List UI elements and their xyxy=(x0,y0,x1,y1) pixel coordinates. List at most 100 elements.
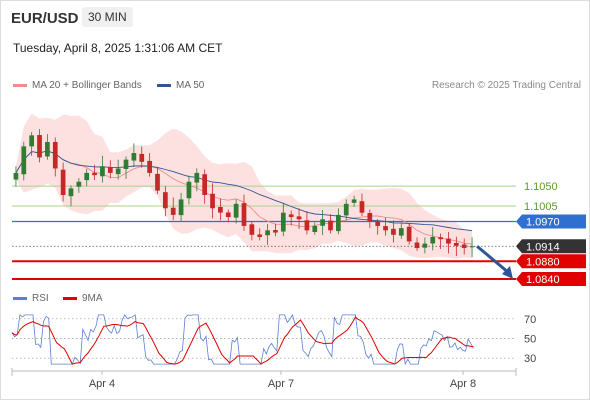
ma50-line xyxy=(15,150,473,232)
legend-ma50: MA 50 xyxy=(157,80,204,91)
candle xyxy=(304,211,310,235)
candle-body xyxy=(328,220,333,231)
candle-body xyxy=(296,216,302,220)
candle-body xyxy=(29,135,35,147)
candle xyxy=(100,155,105,183)
candle xyxy=(312,222,318,235)
candle xyxy=(296,208,302,229)
candle-body xyxy=(60,169,66,195)
pivot-tag xyxy=(516,214,586,229)
rsi-label: RSI xyxy=(32,293,49,304)
candle xyxy=(288,210,294,226)
candle-body xyxy=(469,246,475,248)
candle-body xyxy=(21,146,27,175)
candle-body xyxy=(453,242,459,246)
candle-body xyxy=(107,167,113,173)
candle-body xyxy=(438,237,443,240)
candle xyxy=(336,208,341,235)
candle xyxy=(123,156,129,180)
candle xyxy=(178,192,184,222)
candle xyxy=(241,194,247,231)
candle-body xyxy=(257,234,263,237)
forecast-arrow-shaft xyxy=(476,245,510,275)
candle xyxy=(186,175,192,205)
candle xyxy=(107,160,113,179)
candle-body xyxy=(265,230,270,236)
candle-body xyxy=(241,203,247,226)
candle xyxy=(194,168,200,192)
candle-body xyxy=(210,193,215,209)
candle xyxy=(170,197,176,221)
candle xyxy=(202,169,208,204)
candle xyxy=(367,209,373,228)
x-tick-label: Apr 4 xyxy=(89,378,115,390)
candle-body xyxy=(170,207,176,215)
candle xyxy=(398,222,404,239)
candle-body xyxy=(202,174,208,195)
candle xyxy=(422,237,428,254)
candle-body xyxy=(68,188,74,197)
candle xyxy=(328,213,333,234)
candle xyxy=(76,178,82,193)
candle xyxy=(37,129,42,163)
x-tick-label: Apr 8 xyxy=(450,378,476,390)
candle-body xyxy=(76,181,82,187)
candle-body xyxy=(343,203,349,216)
candle-body xyxy=(178,199,184,216)
candle xyxy=(265,224,270,245)
candle-body xyxy=(131,153,137,161)
candle xyxy=(147,153,152,177)
candle-body xyxy=(218,206,223,213)
candle-body xyxy=(115,168,121,175)
timeframe-badge[interactable]: 30 MIN xyxy=(82,7,133,27)
bollinger-swatch xyxy=(13,84,27,87)
resistance-1-label: 1.1005 xyxy=(524,201,558,213)
candle xyxy=(29,132,35,157)
rsi-ma-label: 9MA xyxy=(82,293,103,304)
candle-body xyxy=(37,135,42,158)
candle xyxy=(406,223,412,245)
candle xyxy=(351,195,357,207)
candle-body xyxy=(391,228,396,235)
price-levels-layer xyxy=(12,185,516,280)
bollinger-label: MA 20 + Bollinger Bands xyxy=(32,80,142,91)
forecast-arrow-layer xyxy=(476,245,513,279)
rsi-tick-label: 50 xyxy=(524,334,536,346)
ma50-swatch xyxy=(157,84,171,87)
candle xyxy=(233,199,239,224)
rsi-line xyxy=(11,313,474,366)
candle xyxy=(131,143,137,167)
candle-body xyxy=(233,203,239,218)
candle-body xyxy=(367,213,373,222)
candle-body xyxy=(92,172,97,176)
candle-body xyxy=(288,214,294,218)
legend-bollinger: MA 20 + Bollinger Bands xyxy=(13,80,142,91)
candle-body xyxy=(155,173,160,191)
rsi-panel: 70 50 30 xyxy=(11,313,536,366)
legend-rsi: RSI xyxy=(13,293,49,304)
candle xyxy=(453,236,459,257)
candle xyxy=(430,227,436,251)
rsi-ma-swatch xyxy=(63,297,77,300)
candle xyxy=(446,231,451,254)
rsi-ma-line xyxy=(11,316,474,365)
candle-body xyxy=(383,226,388,231)
candle xyxy=(218,198,223,221)
candle xyxy=(52,137,58,177)
candle xyxy=(257,228,263,241)
candle xyxy=(383,217,388,236)
candle xyxy=(280,202,286,237)
candle-body xyxy=(100,166,105,177)
candle-body xyxy=(52,141,58,169)
candle-body xyxy=(375,221,381,226)
candle xyxy=(343,199,349,221)
candle xyxy=(320,210,326,236)
candle xyxy=(249,221,255,241)
rsi-swatch xyxy=(13,297,27,300)
x-axis: Apr 4 Apr 7 Apr 8 xyxy=(11,368,517,390)
candle xyxy=(84,168,90,187)
candle-body xyxy=(359,201,365,213)
candle-body xyxy=(414,242,420,249)
candle-body xyxy=(320,219,326,226)
